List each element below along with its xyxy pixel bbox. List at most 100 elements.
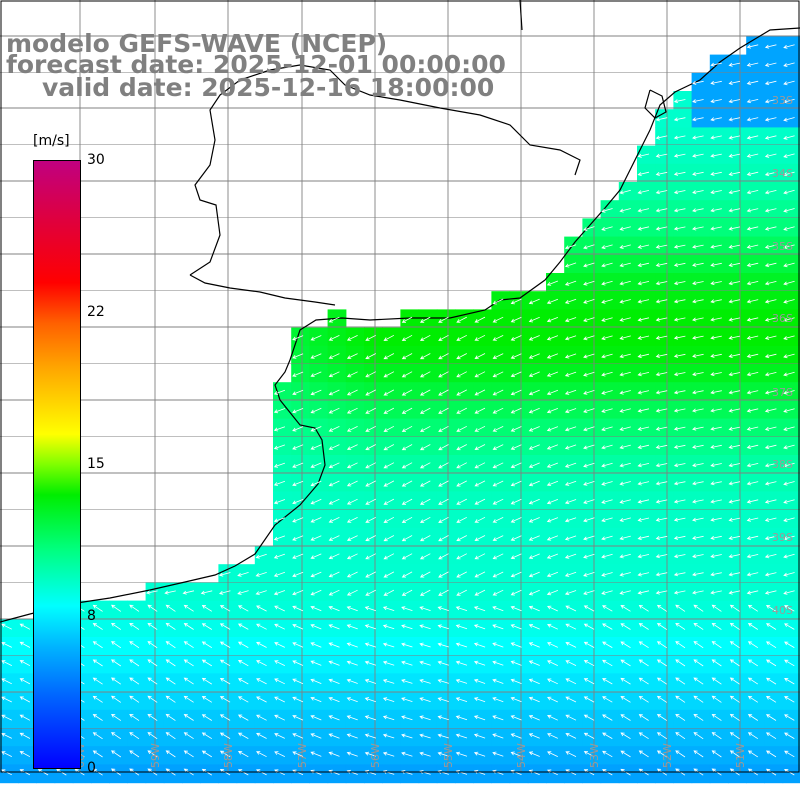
- wind-arrow: [474, 334, 486, 341]
- wind-arrow: [764, 208, 777, 213]
- field-cell: [455, 527, 474, 547]
- field-cell: [473, 418, 492, 438]
- wind-arrow: [692, 99, 704, 104]
- wind-arrow: [620, 732, 631, 740]
- wind-arrow: [437, 751, 449, 757]
- wind-arrow: [19, 714, 31, 721]
- wind-arrow: [728, 499, 741, 504]
- wind-arrow: [111, 604, 122, 612]
- field-cell: [527, 527, 547, 547]
- wind-arrow: [546, 590, 559, 596]
- wind-arrow: [728, 535, 741, 540]
- field-cell: [327, 364, 347, 383]
- wind-arrow: [382, 660, 395, 666]
- wind-arrow: [746, 572, 759, 577]
- wind-arrow: [619, 462, 631, 468]
- wind-arrow: [728, 190, 741, 195]
- wind-arrow: [710, 135, 722, 140]
- wind-arrow: [638, 604, 649, 612]
- wind-arrow: [564, 280, 577, 286]
- wind-arrow: [783, 62, 795, 67]
- wind-arrow: [619, 517, 631, 522]
- wind-arrow: [783, 317, 795, 322]
- wind-arrow: [764, 171, 777, 177]
- wind-arrow: [764, 299, 777, 304]
- wind-arrow: [382, 715, 395, 721]
- wind-arrow: [292, 335, 304, 341]
- field-cell: [473, 327, 492, 347]
- wind-arrow: [365, 516, 376, 523]
- wind-arrow: [728, 426, 741, 431]
- wind-arrow: [292, 590, 304, 596]
- wind-arrow: [365, 334, 376, 341]
- field-cell: [327, 582, 347, 602]
- wind-arrow: [129, 622, 140, 630]
- wind-arrow: [638, 677, 649, 685]
- wind-arrow: [528, 389, 540, 396]
- wind-arrow: [19, 732, 31, 739]
- wind-arrow: [401, 642, 413, 648]
- wind-arrow: [165, 604, 176, 612]
- wind-arrow: [383, 407, 395, 414]
- wind-arrow: [437, 624, 449, 630]
- wind-arrow: [710, 390, 722, 395]
- wind-arrow: [292, 733, 304, 739]
- wind-arrow: [673, 408, 686, 413]
- wind-arrow: [492, 751, 504, 757]
- wind-arrow: [783, 189, 795, 195]
- wind-arrow: [274, 660, 285, 666]
- wind-arrow: [19, 623, 31, 630]
- wind-arrow: [728, 281, 741, 286]
- wind-arrow: [510, 589, 522, 596]
- wind-arrow: [401, 316, 413, 323]
- wind-arrow: [655, 317, 668, 322]
- wind-arrow: [692, 390, 704, 395]
- wind-arrow: [456, 571, 467, 578]
- wind-arrow: [218, 572, 231, 577]
- wind-arrow: [637, 426, 650, 431]
- wind-arrow: [492, 298, 504, 305]
- wind-arrow: [92, 732, 103, 740]
- wind-arrow: [419, 660, 431, 666]
- wind-arrow: [764, 99, 777, 104]
- wind-arrow: [346, 624, 358, 630]
- wind-arrow: [546, 444, 559, 450]
- wind-arrow: [728, 244, 741, 249]
- wind-arrow: [564, 389, 577, 395]
- field-cell: [327, 491, 347, 511]
- wind-arrow: [619, 553, 631, 559]
- wind-arrow: [528, 535, 540, 541]
- wind-arrow: [292, 444, 304, 450]
- wind-arrow: [328, 571, 340, 578]
- wind-arrow: [310, 462, 322, 468]
- wind-arrow: [401, 697, 413, 702]
- wind-arrow: [783, 535, 795, 541]
- wind-arrow: [565, 678, 577, 685]
- wind-arrow: [328, 606, 340, 612]
- wind-arrow: [675, 659, 686, 667]
- wind-arrow: [710, 517, 722, 522]
- wind-arrow: [273, 408, 286, 414]
- wind-arrow: [710, 171, 722, 176]
- wind-arrow: [673, 135, 686, 140]
- wind-arrow: [274, 678, 285, 685]
- wind-arrow: [746, 226, 759, 231]
- wind-arrow: [456, 334, 467, 341]
- wind-arrow: [673, 463, 686, 468]
- wind-arrow: [746, 353, 759, 358]
- wind-arrow: [729, 659, 740, 667]
- field-cell: [527, 345, 547, 365]
- wind-arrow: [746, 408, 759, 413]
- wind-arrow: [546, 353, 559, 359]
- wind-arrow: [764, 244, 777, 249]
- wind-arrow: [419, 535, 431, 542]
- wind-arrow: [274, 751, 285, 757]
- field-cell: [473, 400, 492, 420]
- wind-arrow: [655, 190, 668, 195]
- wind-arrow: [438, 480, 449, 487]
- wind-arrow: [675, 604, 686, 612]
- wind-arrow: [602, 732, 613, 739]
- wind-arrow: [637, 535, 650, 541]
- wind-arrow: [528, 733, 540, 739]
- field-cell: [473, 436, 492, 456]
